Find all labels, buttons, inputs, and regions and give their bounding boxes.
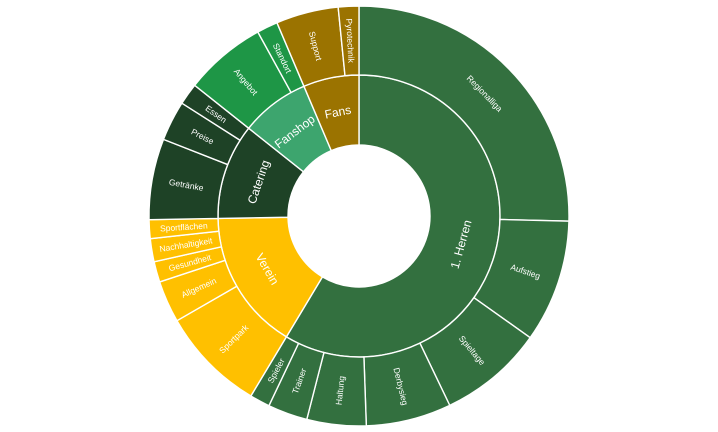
segment-pyrotechnik[interactable] [337,5,360,77]
outer-ring [148,5,570,427]
inner-ring [217,74,501,358]
segment-regionalliga[interactable] [358,5,570,222]
